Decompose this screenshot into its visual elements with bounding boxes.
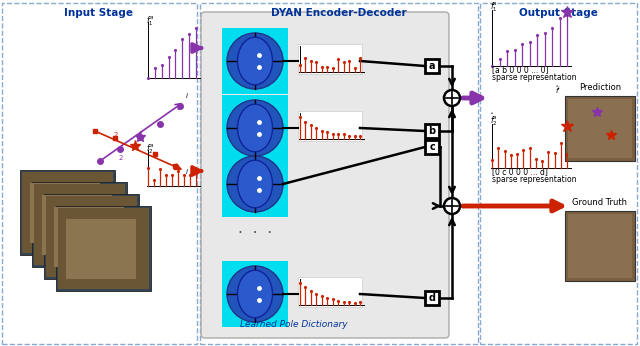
Text: d: d: [429, 293, 435, 303]
FancyBboxPatch shape: [46, 196, 137, 277]
FancyBboxPatch shape: [56, 206, 151, 291]
Circle shape: [227, 100, 283, 156]
FancyBboxPatch shape: [30, 183, 100, 243]
FancyBboxPatch shape: [565, 211, 635, 281]
Text: [0 c 0 0 0 ... d]: [0 c 0 0 0 ... d]: [492, 167, 548, 176]
FancyBboxPatch shape: [222, 95, 288, 161]
Circle shape: [227, 33, 283, 89]
FancyBboxPatch shape: [568, 99, 632, 158]
Circle shape: [227, 266, 283, 322]
Ellipse shape: [237, 270, 273, 318]
Text: $i$: $i$: [185, 167, 189, 176]
Text: $f_1^a$: $f_1^a$: [146, 14, 154, 27]
Circle shape: [444, 90, 460, 106]
FancyBboxPatch shape: [42, 195, 112, 255]
Text: $2$: $2$: [118, 153, 124, 162]
FancyBboxPatch shape: [425, 59, 439, 73]
Text: [a b 0 0 0 ... 0]: [a b 0 0 0 ... 0]: [492, 65, 548, 74]
Circle shape: [227, 156, 283, 212]
FancyBboxPatch shape: [20, 170, 115, 255]
FancyBboxPatch shape: [66, 219, 136, 279]
FancyBboxPatch shape: [425, 291, 439, 305]
FancyBboxPatch shape: [298, 111, 362, 141]
Text: a: a: [429, 61, 435, 71]
FancyBboxPatch shape: [32, 182, 127, 267]
FancyBboxPatch shape: [201, 12, 449, 338]
Text: Learned Pole Dictionary: Learned Pole Dictionary: [240, 320, 348, 329]
FancyBboxPatch shape: [298, 277, 362, 307]
Ellipse shape: [237, 160, 273, 208]
Text: c: c: [429, 142, 435, 152]
FancyBboxPatch shape: [568, 214, 632, 278]
Text: Output Stage: Output Stage: [518, 8, 597, 18]
Text: sparse representation: sparse representation: [492, 175, 577, 184]
Text: Prediction: Prediction: [579, 83, 621, 92]
FancyBboxPatch shape: [58, 208, 149, 289]
FancyBboxPatch shape: [22, 172, 113, 253]
Text: $\hat{f}^a_1$: $\hat{f}^a_1$: [490, 0, 498, 13]
Text: DYAN Encoder-Decoder: DYAN Encoder-Decoder: [271, 8, 407, 18]
FancyBboxPatch shape: [222, 28, 288, 94]
FancyBboxPatch shape: [298, 44, 362, 74]
FancyBboxPatch shape: [54, 207, 124, 267]
Text: $2$: $2$: [113, 130, 118, 139]
Circle shape: [444, 198, 460, 214]
Text: $i$: $i$: [185, 91, 189, 100]
Text: $\hat{f}^a_2$: $\hat{f}^a_2$: [490, 110, 498, 127]
FancyBboxPatch shape: [565, 96, 635, 161]
Text: $f_2^a$: $f_2^a$: [146, 142, 154, 155]
FancyBboxPatch shape: [425, 140, 439, 154]
Text: sparse representation: sparse representation: [492, 73, 577, 82]
Ellipse shape: [237, 37, 273, 85]
Text: ·  ·  ·: · · ·: [238, 227, 272, 242]
Ellipse shape: [237, 104, 273, 152]
FancyBboxPatch shape: [34, 184, 125, 265]
FancyBboxPatch shape: [222, 151, 288, 217]
FancyBboxPatch shape: [44, 194, 139, 279]
Text: b: b: [428, 126, 436, 136]
FancyBboxPatch shape: [425, 124, 439, 138]
FancyBboxPatch shape: [222, 261, 288, 327]
Text: Input Stage: Input Stage: [65, 8, 134, 18]
Text: $\hat{f}^i$: $\hat{f}^i$: [555, 85, 561, 96]
Text: Ground Truth: Ground Truth: [573, 198, 627, 207]
